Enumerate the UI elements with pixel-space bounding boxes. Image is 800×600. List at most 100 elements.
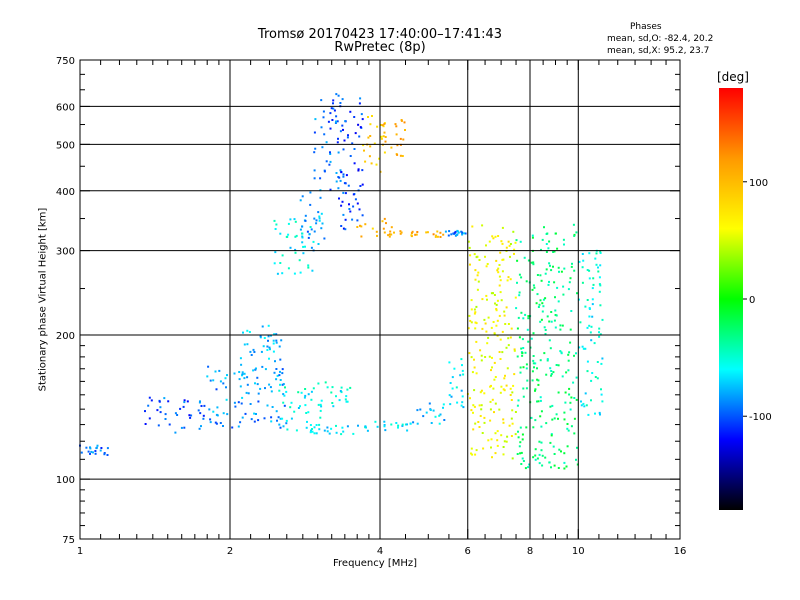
data-point: [330, 391, 333, 394]
data-point: [274, 251, 277, 254]
data-point: [289, 218, 292, 221]
data-point: [514, 296, 517, 299]
data-point: [453, 231, 456, 234]
data-point: [470, 299, 473, 302]
data-point: [546, 232, 549, 235]
data-point: [515, 239, 518, 242]
data-point: [353, 148, 356, 150]
data-point: [489, 400, 492, 403]
data-point: [519, 366, 522, 369]
data-point: [331, 119, 334, 121]
data-point: [451, 387, 454, 390]
data-point: [586, 299, 589, 301]
data-point: [410, 234, 413, 237]
data-point: [490, 446, 492, 449]
data-point: [425, 231, 428, 234]
data-point: [269, 386, 272, 389]
data-point: [546, 315, 549, 318]
data-point: [384, 140, 387, 143]
data-point: [411, 230, 414, 233]
data-point: [550, 373, 553, 375]
data-point: [518, 291, 521, 294]
data-point: [527, 317, 530, 320]
data-point: [599, 264, 602, 267]
data-point: [340, 171, 343, 174]
data-point: [489, 408, 492, 411]
data-point: [180, 426, 183, 429]
y-tick-label: 75: [62, 535, 75, 546]
data-point: [518, 273, 521, 276]
data-point: [402, 138, 405, 141]
data-point: [382, 135, 385, 138]
data-point: [524, 351, 527, 354]
data-point: [325, 141, 328, 144]
data-point: [575, 376, 578, 379]
data-point: [243, 377, 246, 380]
data-point: [462, 373, 465, 376]
data-point: [588, 252, 591, 255]
data-point: [182, 405, 185, 408]
data-point: [519, 240, 522, 243]
data-point: [343, 182, 346, 185]
data-point: [346, 388, 349, 391]
data-point: [326, 386, 329, 389]
data-point: [481, 224, 484, 227]
data-point: [434, 235, 437, 238]
data-point: [106, 447, 109, 450]
data-point: [475, 449, 478, 452]
data-point: [511, 457, 514, 460]
data-point: [521, 457, 524, 460]
data-point: [362, 144, 365, 147]
data-point: [202, 414, 205, 417]
data-point: [267, 335, 270, 338]
data-point: [439, 231, 442, 234]
data-point: [299, 405, 301, 408]
data-point: [525, 363, 528, 366]
data-point: [430, 422, 433, 424]
data-point: [499, 358, 502, 360]
data-point: [361, 169, 364, 172]
data-point: [560, 352, 563, 355]
data-point: [176, 414, 179, 416]
data-point: [540, 318, 543, 321]
data-point: [394, 123, 397, 126]
data-point: [495, 324, 498, 327]
data-point: [310, 398, 313, 401]
data-point: [409, 422, 412, 425]
data-point: [384, 429, 387, 432]
data-point: [569, 408, 572, 411]
data-point: [371, 115, 373, 117]
data-point: [493, 361, 496, 364]
data-point: [551, 404, 554, 407]
data-point: [543, 326, 546, 329]
data-point: [302, 245, 305, 248]
data-point: [364, 223, 367, 226]
data-point: [514, 241, 517, 244]
data-point: [246, 329, 249, 332]
data-point: [304, 214, 307, 217]
data-point: [308, 233, 311, 236]
data-point: [544, 456, 547, 459]
data-point: [470, 409, 473, 412]
data-point: [476, 288, 479, 291]
data-point: [334, 122, 337, 124]
data-point: [400, 231, 403, 234]
data-point: [563, 267, 566, 270]
data-point: [562, 293, 565, 296]
data-point: [491, 398, 494, 401]
data-point: [348, 203, 350, 206]
data-point: [318, 217, 321, 220]
data-point: [345, 395, 348, 398]
data-point: [527, 340, 530, 343]
data-point: [432, 233, 435, 236]
data-point: [442, 406, 444, 409]
data-point: [532, 362, 535, 365]
y-tick-label: 500: [56, 140, 75, 151]
data-point: [367, 136, 370, 139]
data-point: [501, 226, 504, 229]
data-point: [243, 343, 246, 346]
data-point: [483, 318, 486, 321]
data-point: [474, 453, 477, 456]
data-point: [534, 362, 537, 365]
data-point: [339, 102, 342, 104]
